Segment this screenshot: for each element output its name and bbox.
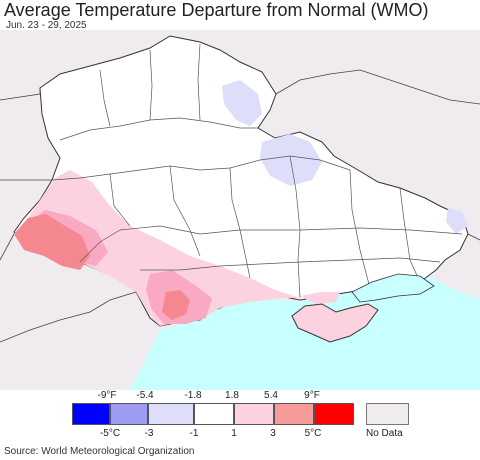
crimea [291,303,379,343]
legend-f-label-6: 9°F [304,390,320,401]
legend: -9°F -5.4 -1.8 1.8 5.4 9°F -5°C -3 -1 1 … [0,390,480,440]
region-borders [51,43,463,299]
map-title: Average Temperature Departure from Norma… [4,0,429,20]
legend-c-label-5: 3 [270,428,276,439]
legend-f-label-1: -9°F [97,390,117,401]
warm-anomaly-delta [162,290,190,320]
legend-f-label-4: 1.8 [225,390,239,401]
sea-of-azov [351,273,435,303]
warm-anomaly-south-coast [300,292,340,304]
temperature-map [0,30,480,390]
legend-no-data-swatch [366,403,409,425]
legend-swatch-6 [274,403,314,425]
warm-anomaly-southwest [20,170,300,326]
legend-c-label-2: -3 [144,428,154,439]
legend-c-label-6: 5°C [304,428,322,439]
legend-swatch-7 [314,403,354,425]
legend-c-label-3: -1 [189,428,199,439]
legend-c-label-1: -5°C [99,428,121,439]
source-credit: Source: World Meteorological Organizatio… [4,446,195,457]
legend-f-label-2: -5.4 [136,390,154,401]
legend-swatch-2 [110,403,148,425]
map-subtitle: Jun. 23 - 29, 2025 [6,20,87,31]
legend-swatch-5 [234,403,274,425]
warm-anomaly-west-salmon [14,214,90,270]
cool-anomaly-north [222,80,262,126]
legend-swatch-4 [194,403,234,425]
legend-swatch-1 [72,403,110,425]
legend-f-label-5: 5.4 [264,390,278,401]
legend-swatch-3 [148,403,194,425]
cool-anomaly-east [446,208,468,234]
legend-f-label-3: -1.8 [184,390,202,401]
legend-no-data-label: No Data [366,428,403,439]
neighbor-borders [0,69,480,343]
legend-c-label-4: 1 [231,428,237,439]
